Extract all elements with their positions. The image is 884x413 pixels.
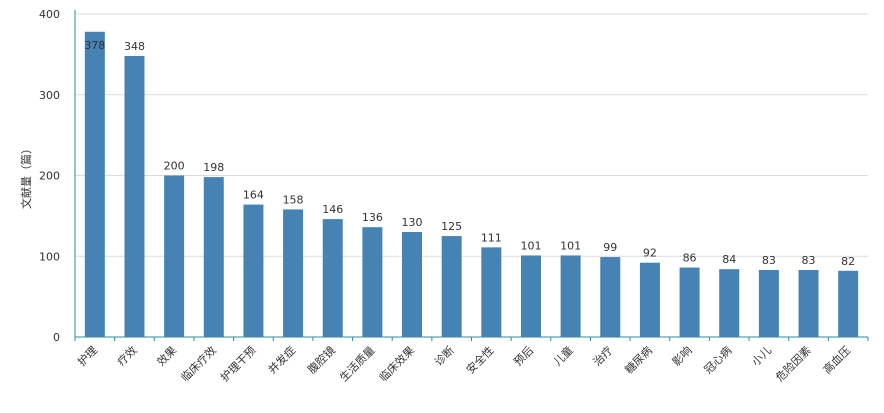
x-tick-label: 儿童 (550, 343, 575, 368)
x-tick-label: 效果 (154, 343, 179, 368)
bar (402, 232, 423, 337)
y-tick-labels: 0 100 200 300 400 (39, 8, 60, 344)
bar (84, 31, 105, 337)
bars (84, 31, 859, 338)
data-label: 136 (362, 211, 383, 224)
data-labels: 378 348 200 198 164 158 146 136 130 125 111 101 101 9… (84, 39, 855, 268)
y-tick-label: 0 (53, 331, 60, 344)
bar (679, 267, 700, 337)
bar (560, 255, 581, 337)
x-tick-label: 临床效果 (376, 343, 417, 384)
x-tick-label: 糖尿病 (622, 343, 655, 376)
bar (520, 255, 541, 337)
bar (719, 269, 740, 337)
data-label: 200 (164, 160, 185, 173)
data-label: 378 (84, 39, 105, 52)
y-tick-label: 300 (39, 89, 60, 102)
x-tick-label: 并发症 (265, 343, 298, 376)
data-label: 198 (203, 161, 224, 174)
data-label: 164 (243, 189, 264, 202)
x-tick-label: 疗效 (114, 343, 139, 368)
bar (243, 204, 264, 337)
data-label: 130 (402, 216, 423, 229)
x-tick-label: 护理干预 (218, 343, 259, 384)
data-label: 86 (683, 252, 697, 265)
x-tick-labels: 护理 疗效 效果 临床疗效 护理干预 并发症 腹腔镜 生活质量 临床效果 诊断 安全性 预后 儿童 治疗糖… (74, 343, 853, 384)
data-label: 82 (841, 255, 855, 268)
data-label: 99 (603, 241, 617, 254)
x-tick-label: 诊断 (431, 343, 456, 368)
gridlines (75, 13, 868, 257)
x-tick-label: 临床疗效 (178, 343, 219, 384)
data-label: 125 (441, 220, 462, 233)
x-tick-label: 安全性 (463, 343, 496, 376)
bar (322, 219, 343, 337)
bar (124, 55, 145, 338)
bar (362, 227, 383, 337)
data-label: 111 (481, 231, 502, 244)
y-axis-title: 文献量（篇） (19, 143, 33, 209)
x-tick-label: 危险因素 (773, 343, 814, 384)
y-tick-label: 200 (39, 170, 60, 183)
data-label: 84 (722, 253, 736, 266)
data-label: 101 (560, 239, 581, 252)
x-tick-label: 预后 (511, 344, 536, 369)
x-tick-label: 生活质量 (336, 343, 377, 384)
bar (283, 209, 304, 337)
y-tick-label: 400 (39, 8, 60, 21)
data-label: 92 (643, 247, 657, 260)
y-tick-label: 100 (39, 250, 60, 263)
x-tick-label: 腹腔镜 (305, 343, 338, 376)
data-label: 158 (283, 193, 304, 206)
data-label: 101 (520, 239, 541, 252)
x-tick-label: 高血压 (820, 343, 853, 376)
data-label: 348 (124, 40, 145, 53)
bar (481, 247, 502, 337)
data-label: 83 (802, 254, 816, 267)
x-tick-label: 影响 (670, 344, 695, 369)
bar (164, 175, 185, 337)
x-tick-label: 小儿 (749, 344, 774, 369)
data-label: 83 (762, 254, 776, 267)
bar (639, 262, 660, 337)
bar (838, 270, 859, 337)
x-tick-label: 护理 (74, 343, 99, 368)
bar (798, 269, 819, 337)
x-tick-label: 治疗 (590, 343, 615, 368)
bar (203, 177, 224, 337)
bar (758, 269, 779, 337)
bar (441, 236, 462, 337)
data-label: 146 (322, 203, 343, 216)
x-tick-label: 冠心病 (701, 343, 734, 376)
bar (600, 257, 621, 337)
